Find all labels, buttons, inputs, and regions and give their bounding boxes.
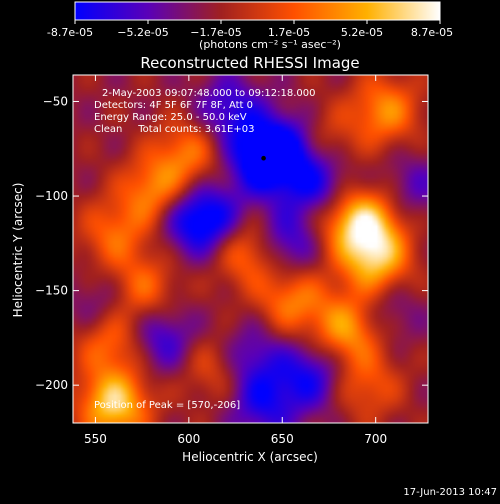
marker-dot xyxy=(261,155,266,161)
colorbar-ticks xyxy=(74,20,441,24)
footer-timestamp: 17-Jun-2013 10:47 xyxy=(403,487,497,498)
y-axis: −50 −100 −150 −200 xyxy=(35,94,428,392)
x-tick-label: 650 xyxy=(271,432,294,446)
x-axis-label: Heliocentric X (arcsec) xyxy=(182,450,318,464)
annotation-energy: Energy Range: 25.0 - 50.0 keV xyxy=(94,112,247,123)
colorbar-tick-label: 8.7e-05 xyxy=(411,26,453,39)
y-axis-label: Heliocentric Y (arcsec) xyxy=(11,183,25,318)
y-tick-label: −100 xyxy=(35,189,68,203)
colorbar-unit-label: (photons cm⁻² s⁻¹ asec⁻²) xyxy=(199,38,341,51)
plot-frame xyxy=(72,74,429,424)
colorbar-tick-label: -8.7e-05 xyxy=(47,26,93,39)
y-tick-label: −150 xyxy=(35,284,68,298)
colorbar-tick-label: −1.7e-05 xyxy=(190,26,241,39)
x-axis: 550 600 650 700 xyxy=(84,75,387,446)
annotations: 2-May-2003 09:07:48.000 to 09:12:18.000 … xyxy=(94,88,315,411)
colorbar-tick-label: 1.7e-05 xyxy=(268,26,310,39)
annotation-detectors: Detectors: 4F 5F 6F 7F 8F, Att 0 xyxy=(94,100,253,111)
y-tick-label: −200 xyxy=(35,378,68,392)
y-tick-label: −50 xyxy=(43,94,68,108)
colorbar-tick-label: −5.2e-05 xyxy=(117,26,168,39)
heatmap-image xyxy=(73,75,428,423)
colorbar-gradient xyxy=(74,1,441,21)
chart-title: Reconstructed RHESSI Image xyxy=(140,54,359,72)
annotation-clean: Clean Total counts: 3.61E+03 xyxy=(94,124,254,135)
annotation-time: 2-May-2003 09:07:48.000 to 09:12:18.000 xyxy=(102,88,315,99)
colorbar: -8.7e-05 −5.2e-05 −1.7e-05 1.7e-05 5.2e-… xyxy=(47,1,453,51)
x-tick-label: 700 xyxy=(364,432,387,446)
colorbar-tick-label: 5.2e-05 xyxy=(341,26,383,39)
annotation-peak: Position of Peak = [570,-206] xyxy=(94,400,240,411)
x-tick-label: 550 xyxy=(84,432,107,446)
x-tick-label: 600 xyxy=(177,432,200,446)
plot-area xyxy=(73,75,428,423)
